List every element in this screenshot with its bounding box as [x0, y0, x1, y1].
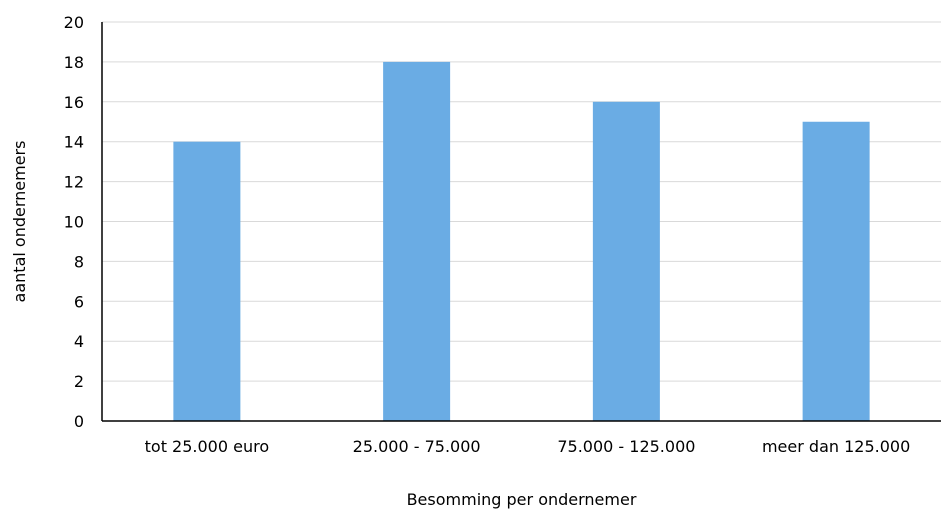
x-tick-label: 25.000 - 75.000 — [353, 437, 481, 456]
x-tick-label: meer dan 125.000 — [762, 437, 910, 456]
bar — [802, 121, 870, 421]
y-tick-label: 2 — [74, 372, 84, 391]
y-tick-label: 12 — [64, 173, 84, 192]
bar — [173, 141, 241, 421]
y-tick-label: 14 — [64, 133, 84, 152]
y-tick-labels: 0 2 4 6 8 10 12 14 16 18 20 — [64, 13, 84, 431]
y-tick-label: 8 — [74, 252, 84, 271]
x-tick-labels: tot 25.000 euro 25.000 - 75.000 75.000 - 1… — [145, 437, 911, 456]
axes — [101, 22, 941, 422]
x-axis-title: Besomming per ondernemer — [407, 490, 637, 509]
y-tick-label: 0 — [74, 412, 84, 431]
x-tick-label: tot 25.000 euro — [145, 437, 270, 456]
y-axis-title: aantal ondernemers — [10, 141, 29, 303]
y-tick-label: 6 — [74, 292, 84, 311]
y-tick-label: 18 — [64, 53, 84, 72]
bar — [383, 61, 451, 422]
y-tick-label: 4 — [74, 332, 84, 351]
y-tick-label: 10 — [64, 213, 84, 232]
bar — [592, 101, 660, 422]
gridlines — [102, 21, 941, 382]
x-tick-label: 75.000 - 125.000 — [557, 437, 695, 456]
y-tick-label: 20 — [64, 13, 84, 32]
y-tick-label: 16 — [64, 93, 84, 112]
bars — [173, 61, 870, 422]
